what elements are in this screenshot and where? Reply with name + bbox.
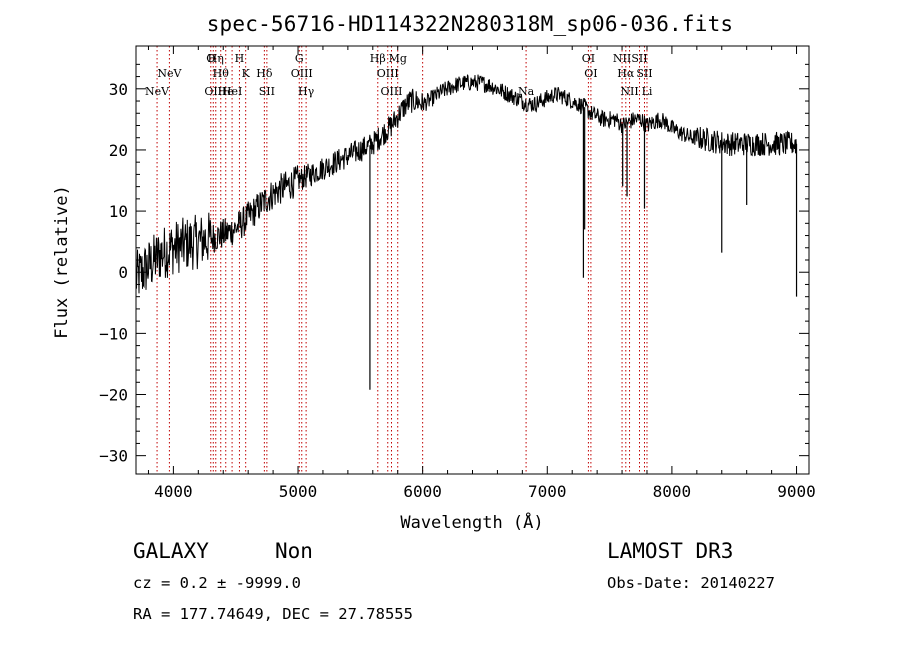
y-tick-label: 10 [109,202,128,221]
line-marker-label: Na [518,85,535,98]
y-tick-label: −20 [99,386,128,405]
line-marker-label: OIII [377,67,399,80]
line-marker-label: OI [584,67,597,80]
line-marker-label: Hθ [213,67,230,80]
y-tick-label: 20 [109,141,128,160]
line-marker-label: NeV [145,85,170,98]
line-marker-label: SII [631,52,647,65]
line-markers [156,46,648,474]
plot-frame [135,45,810,475]
line-marker-label: OI [582,52,595,65]
x-axis-label: Wavelength (Å) [400,511,543,533]
x-tick-label: 4000 [154,482,193,501]
line-marker-label: G [295,52,304,65]
line-marker-label: Hβ [370,52,386,65]
line-marker-label: Hγ [298,85,315,98]
line-marker-label: NII [620,85,638,98]
survey-name: LAMOST DR3 [607,539,733,563]
x-tick-label: 8000 [653,482,692,501]
line-marker-label: OIII [380,85,402,98]
coordinates: RA = 177.74649, DEC = 27.78555 [133,605,413,623]
line-marker-label: Mg [389,52,407,65]
line-marker-label: He [218,85,234,98]
axis-ticks: 4000 5000 6000 7000 8000 9000 −30 −20 −10 0 10 20 30 [99,46,816,501]
y-tick-label: 0 [118,263,128,282]
x-tick-label: 7000 [528,482,567,501]
y-axis-label: Flux (relative) [52,185,72,339]
line-marker-label: K [242,67,251,80]
line-marker-label: HeI [222,85,242,98]
y-tick-label: 30 [109,80,128,99]
obs-date: Obs-Date: 20140227 [607,574,775,592]
chart-title: spec-56716-HD114322N280318M_sp06-036.fit… [207,12,734,36]
line-marker-label: Hδ [256,67,273,80]
line-marker-label: OII [204,85,222,98]
line-marker-label: Hη [208,52,224,65]
line-marker-label: SII [259,85,275,98]
x-tick-label: 5000 [279,482,318,501]
line-marker-label: NII [613,52,631,65]
y-tick-label: −10 [99,324,128,343]
x-tick-label: 9000 [777,482,816,501]
line-marker-label: Li [642,85,653,98]
y-tick-label: −30 [99,447,128,466]
object-subclass: Non [275,539,313,563]
line-marker-label: H [235,52,245,65]
line-marker-label: O [206,52,215,65]
line-marker-label: NeV [157,67,182,80]
line-marker-label: OIII [291,67,313,80]
absorption-features [369,106,798,390]
spectrum-line [135,74,797,294]
x-tick-label: 6000 [403,482,442,501]
line-marker-label: SII [636,67,652,80]
redshift-text: cz = 0.2 ± -9999.0 [133,574,301,592]
line-marker-label: Hα [617,67,635,80]
object-class: GALAXY [133,539,209,563]
